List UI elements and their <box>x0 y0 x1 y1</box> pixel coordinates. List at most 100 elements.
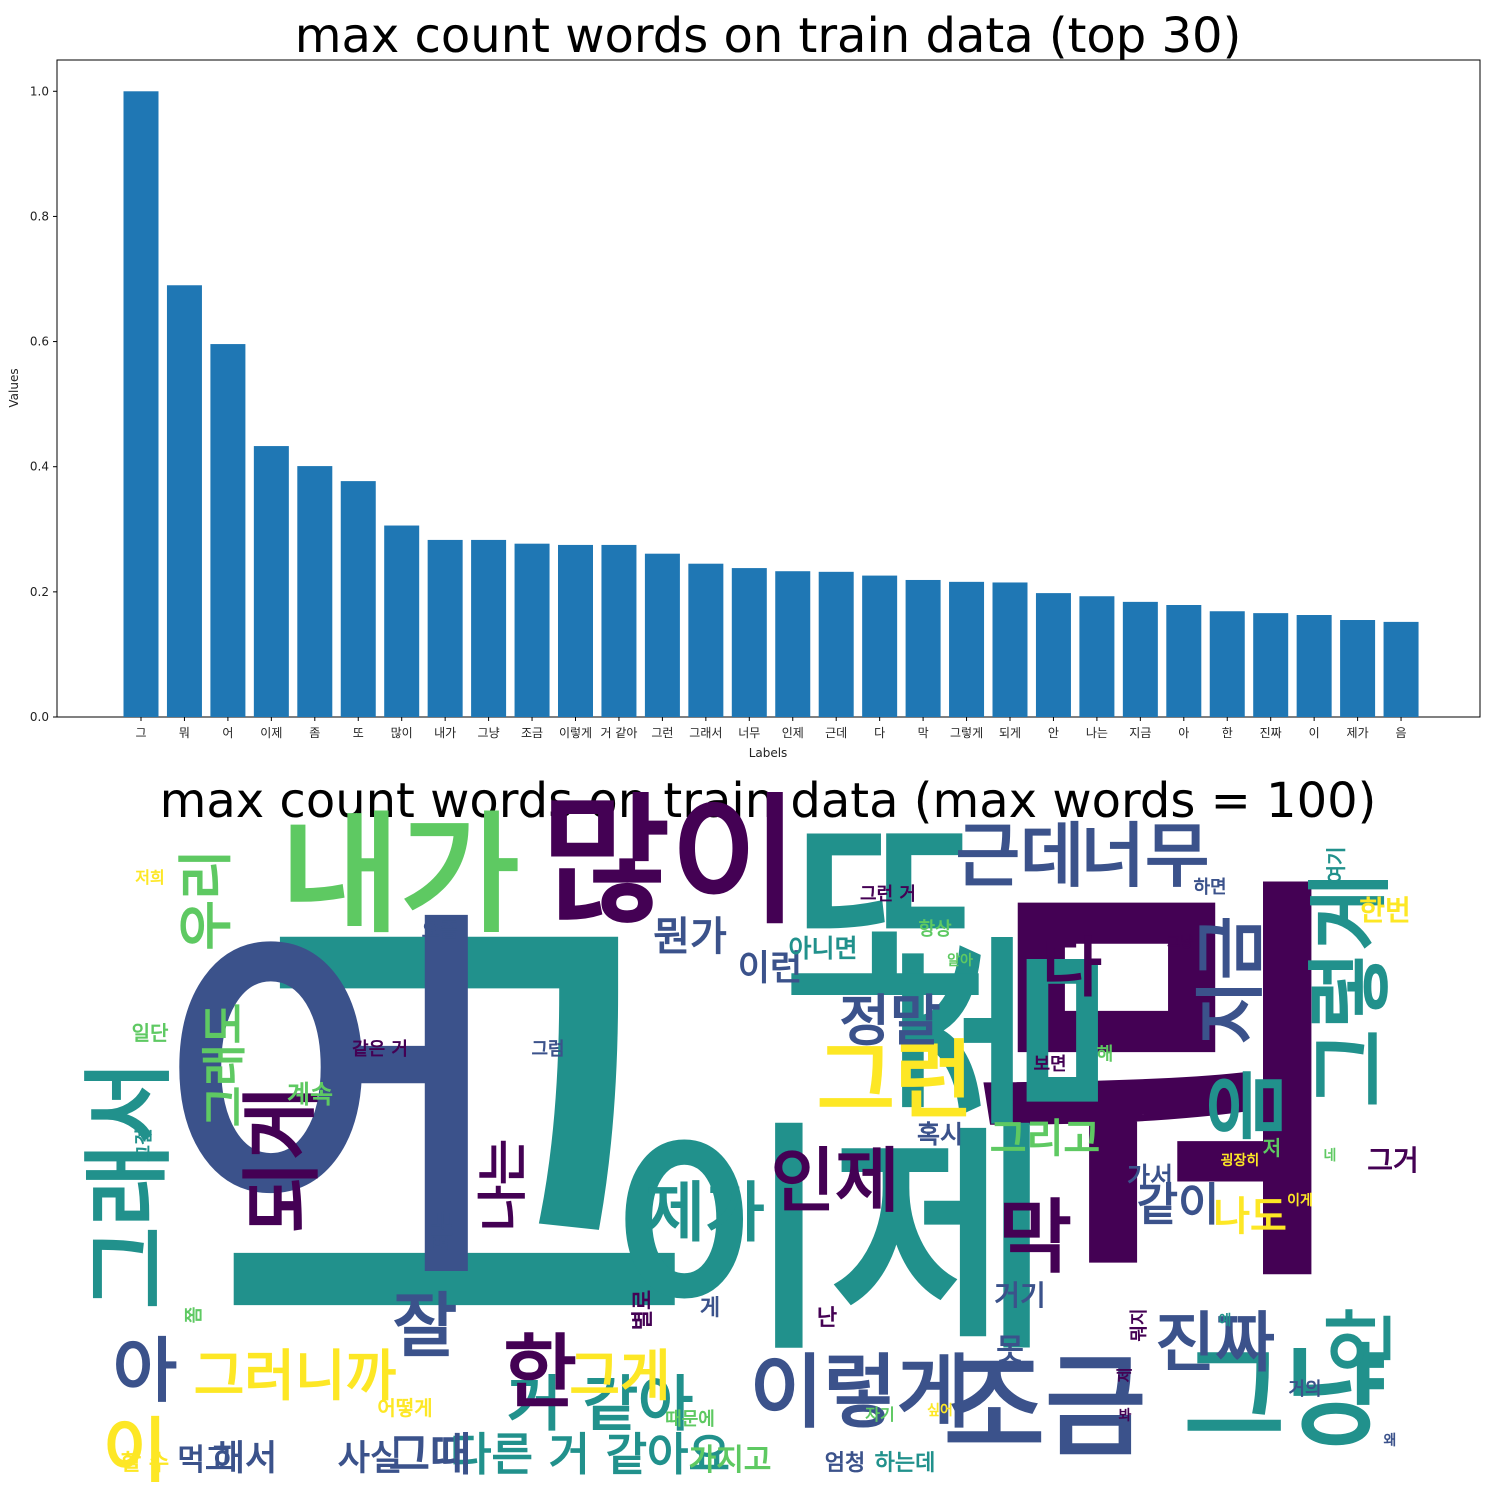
cloud-word: 그래서 <box>77 1061 182 1309</box>
cloud-word: 난 <box>817 1306 837 1331</box>
bar-0 <box>123 91 159 718</box>
bar-26 <box>1253 613 1289 717</box>
bar-20 <box>992 582 1028 717</box>
bar-chart-title: max count words on train data (top 30) <box>295 8 1242 64</box>
cloud-word: 그 <box>216 842 694 1448</box>
x-tick-label: 좀 <box>309 726 320 740</box>
x-tick-label: 나는 <box>1086 726 1108 740</box>
cloud-word: 조금 <box>944 1343 1146 1471</box>
x-tick-label: 안 <box>1048 726 1059 740</box>
cloud-word: 해서 <box>213 1439 277 1479</box>
bar-9 <box>514 543 550 717</box>
cloud-word: 사실 <box>338 1439 402 1479</box>
cloud-word: 계속 <box>287 1080 333 1109</box>
cloud-word: 여기 <box>1324 847 1348 884</box>
cloud-word: 이게 <box>1287 1192 1313 1209</box>
y-axis-label: Values <box>7 368 21 407</box>
cloud-word: 뭐지 <box>1129 1308 1150 1341</box>
cloud-word: 예 <box>1219 1313 1232 1329</box>
cloud-word: 자기 <box>865 1405 894 1424</box>
x-tick-label: 아 <box>1178 726 1189 740</box>
cloud-word: 별로 <box>631 1290 656 1330</box>
cloud-word: 근데 <box>956 815 1085 897</box>
x-tick-label: 이제 <box>260 726 282 740</box>
bar-10 <box>558 544 593 717</box>
y-tick-label: 0.6 <box>30 335 49 349</box>
bar-29 <box>1383 621 1419 717</box>
bar-8 <box>471 539 507 717</box>
cloud-word: 해 <box>1097 1044 1114 1065</box>
y-tick-label: 0.8 <box>30 209 49 223</box>
cloud-word: 저 <box>1263 1136 1281 1160</box>
cloud-word: 음 <box>1201 1068 1294 1142</box>
x-tick-label: 뭐 <box>179 726 190 740</box>
cloud-word: 제가 <box>645 1176 765 1251</box>
cloud-word: 그게 <box>569 1344 670 1408</box>
cloud-word: 이렇게 <box>750 1346 971 1439</box>
bar-13 <box>688 563 724 717</box>
cloud-word: 알아 <box>947 952 973 969</box>
cloud-word: 그걸 <box>133 1128 155 1161</box>
cloud-word: 우리 <box>174 849 238 950</box>
cloud-word: 싶어 <box>927 1402 953 1419</box>
cloud-word: 뭔가 <box>653 914 727 960</box>
bar-series <box>123 91 1419 718</box>
cloud-word: 이 <box>103 1410 167 1490</box>
cloud-word: 하면 <box>1193 877 1226 898</box>
bar-6 <box>384 525 420 717</box>
cloud-word: 지금 <box>1190 916 1272 1045</box>
bar-23 <box>1122 601 1158 717</box>
y-tick-label: 1.0 <box>30 84 49 98</box>
cloud-word: 같은 거 <box>352 1039 408 1060</box>
bar-14 <box>731 568 767 717</box>
cloud-word: 같이 <box>1137 1178 1220 1231</box>
cloud-word: 너무 <box>1081 815 1210 897</box>
x-tick-label: 내가 <box>434 726 456 740</box>
bar-1 <box>166 285 202 717</box>
bar-18 <box>905 579 941 717</box>
cloud-word: 진짜 <box>1155 1306 1275 1381</box>
x-tick-label: 제가 <box>1347 726 1369 740</box>
cloud-word: 쫌 <box>184 1307 205 1324</box>
cloud-word: 그렇게 <box>1302 873 1401 1108</box>
cloud-word: 거기 <box>994 1279 1046 1312</box>
cloud-word: 그리고 <box>990 1116 1100 1162</box>
x-tick-label: 그 <box>135 726 146 740</box>
y-tick-label: 0.0 <box>30 710 49 724</box>
x-tick-label: 한 <box>1222 726 1233 740</box>
x-tick-label: 거 같아 <box>600 726 637 740</box>
cloud-word: 그냥 <box>1184 1333 1386 1461</box>
plot-area <box>56 59 1481 718</box>
cloud-word: 좀 <box>876 929 1132 1131</box>
bar-chart-figure: max count words on train data (top 30) 0… <box>7 8 1481 760</box>
cloud-word: 아 <box>113 1330 177 1412</box>
cloud-word: 요즘 <box>422 918 459 942</box>
cloud-word: 나도 <box>1213 1194 1287 1240</box>
bar-21 <box>1035 593 1071 717</box>
cloud-word: 거 같아 <box>507 1370 694 1440</box>
bar-2 <box>210 344 246 717</box>
cloud-word: 많이 <box>541 781 799 944</box>
bar-28 <box>1340 620 1376 717</box>
cloud-word: 이런 <box>738 949 802 989</box>
cloud-word: 한번 <box>1359 894 1411 927</box>
x-tick-label: 그런 <box>651 726 673 740</box>
x-tick-label: 인제 <box>782 726 804 740</box>
cloud-word: 그럼 <box>531 1039 564 1060</box>
cloud-word: 저희 <box>135 868 164 887</box>
cloud-word: 그래도 <box>198 1003 251 1127</box>
y-tick-label: 0.4 <box>30 460 49 474</box>
y-axis-ticks: 0.0 0.2 0.4 0.6 0.8 1.0 <box>30 84 57 724</box>
cloud-word: 이제 <box>609 1102 1051 1382</box>
cloud-word: 먹고 <box>177 1443 232 1478</box>
bar-11 <box>601 544 637 717</box>
cloud-word: 제 <box>1115 1368 1134 1383</box>
bar-24 <box>1166 605 1202 717</box>
cloud-word: 가지고 <box>689 1443 772 1478</box>
cloud-word: 그냥 <box>1167 934 1193 951</box>
x-tick-label: 또 <box>353 726 364 740</box>
cloud-word: 내가 <box>280 799 519 951</box>
cloud-word: 잘 <box>393 1285 457 1367</box>
cloud-word: 할 수 <box>121 1451 169 1476</box>
